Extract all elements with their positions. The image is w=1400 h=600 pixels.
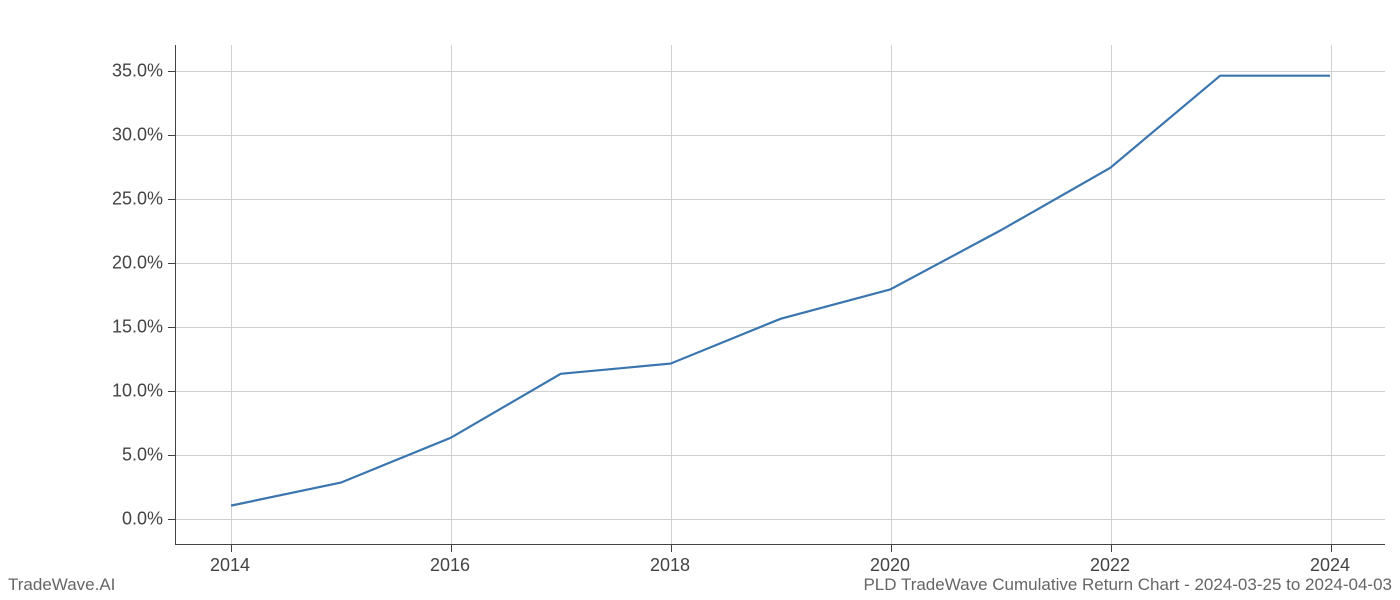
ytick (168, 327, 176, 328)
xtick-label: 2024 (1310, 555, 1350, 576)
ytick (168, 263, 176, 264)
ytick-label: 20.0% (112, 252, 163, 273)
ytick-label: 10.0% (112, 381, 163, 402)
xtick-label: 2020 (870, 555, 910, 576)
xtick-label: 2018 (650, 555, 690, 576)
ytick-label: 5.0% (122, 445, 163, 466)
ytick (168, 455, 176, 456)
xtick (1331, 544, 1332, 552)
ytick-label: 35.0% (112, 60, 163, 81)
xtick (1111, 544, 1112, 552)
xtick (451, 544, 452, 552)
xtick-label: 2014 (210, 555, 250, 576)
xtick-label: 2016 (430, 555, 470, 576)
xtick (231, 544, 232, 552)
xtick (891, 544, 892, 552)
ytick (168, 71, 176, 72)
xtick (671, 544, 672, 552)
line-series (176, 45, 1385, 544)
ytick-label: 25.0% (112, 188, 163, 209)
ytick (168, 199, 176, 200)
ytick-label: 30.0% (112, 124, 163, 145)
ytick (168, 391, 176, 392)
ytick (168, 135, 176, 136)
footer-left: TradeWave.AI (8, 575, 115, 595)
plot-area (175, 45, 1385, 545)
xtick-label: 2022 (1090, 555, 1130, 576)
chart-container: 0.0%5.0%10.0%15.0%20.0%25.0%30.0%35.0% 2… (175, 45, 1385, 545)
footer-right: PLD TradeWave Cumulative Return Chart - … (863, 575, 1392, 595)
return-line (231, 76, 1330, 506)
ytick-label: 15.0% (112, 317, 163, 338)
ytick (168, 519, 176, 520)
ytick-label: 0.0% (122, 509, 163, 530)
